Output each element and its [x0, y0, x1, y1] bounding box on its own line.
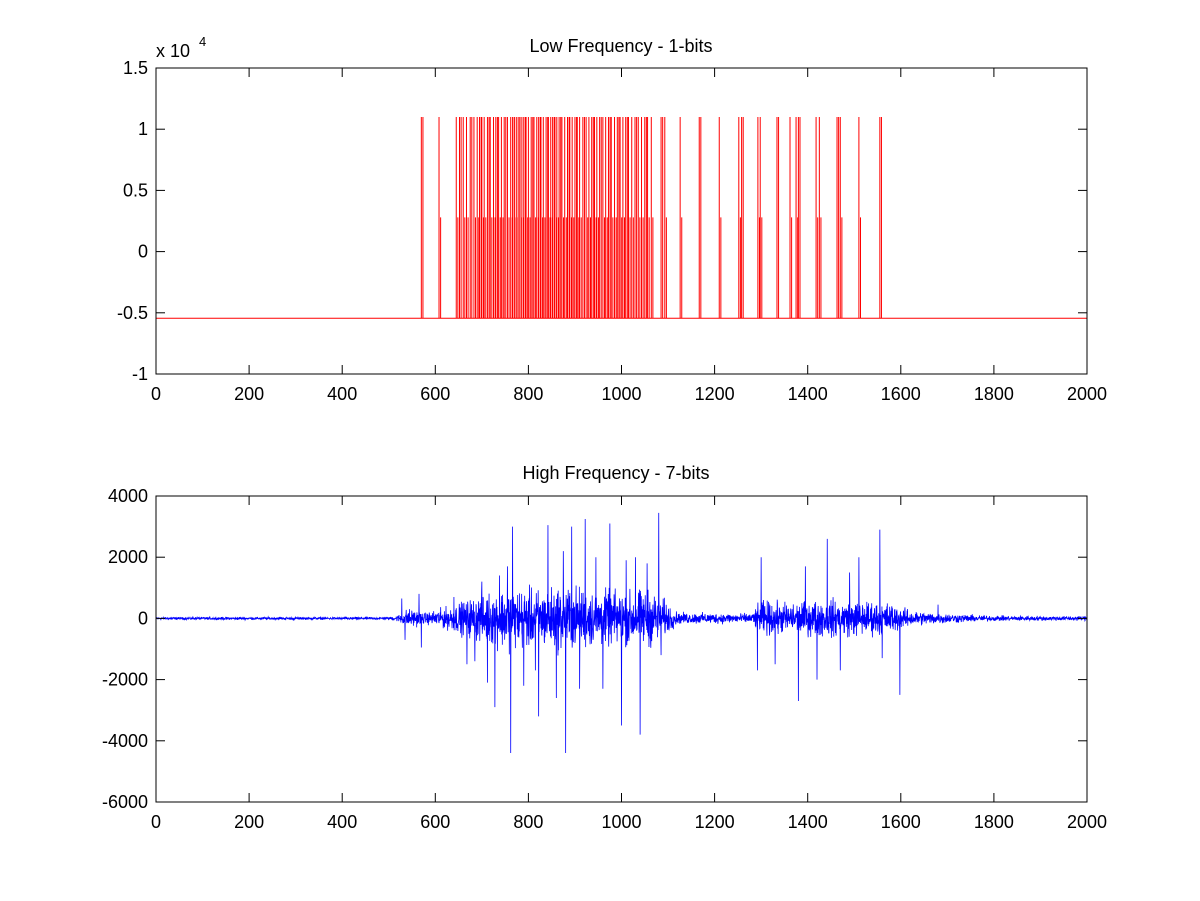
high-frequency-y-tick-label: -6000: [102, 792, 148, 812]
low-frequency-y-tick-label: -1: [132, 364, 148, 384]
low-frequency-title: Low Frequency - 1-bits: [529, 36, 712, 56]
high-frequency-series: [155, 512, 1088, 754]
high-frequency-waveform: [155, 512, 1088, 754]
low-frequency-plot: 0 200 400 600 800 1000 1200 1400 1600 1800 2000 -1 -…: [117, 34, 1107, 404]
low-frequency-x-tick-label: 1400: [788, 384, 828, 404]
low-frequency-y-tick-label: -0.5: [117, 303, 148, 323]
high-frequency-ticks: 0 200 400 600 800 1000 1200 1400 1600 1800 2000 -60…: [102, 486, 1107, 832]
high-frequency-x-tick-label: 1000: [601, 812, 641, 832]
low-frequency-x-tick-label: 1200: [695, 384, 735, 404]
low-frequency-x-tick-label: 1800: [974, 384, 1014, 404]
high-frequency-y-tick-label: 0: [138, 608, 148, 628]
low-frequency-y-tick-label: 1: [138, 119, 148, 139]
low-frequency-x-tick-label: 1000: [601, 384, 641, 404]
low-frequency-x-tick-label: 400: [327, 384, 357, 404]
high-frequency-y-tick-label: -4000: [102, 731, 148, 751]
high-frequency-x-tick-label: 2000: [1067, 812, 1107, 832]
low-frequency-y-tick-label: 0: [138, 242, 148, 262]
high-frequency-x-tick-label: 800: [513, 812, 543, 832]
high-frequency-x-tick-label: 1600: [881, 812, 921, 832]
high-frequency-x-tick-label: 0: [151, 812, 161, 832]
low-frequency-x-tick-label: 2000: [1067, 384, 1107, 404]
low-frequency-ticks: 0 200 400 600 800 1000 1200 1400 1600 1800 2000 -1 -…: [117, 58, 1107, 404]
low-frequency-x-tick-label: 200: [234, 384, 264, 404]
high-frequency-title: High Frequency - 7-bits: [522, 463, 709, 483]
high-frequency-x-tick-label: 1800: [974, 812, 1014, 832]
low-frequency-x-tick-label: 600: [420, 384, 450, 404]
low-frequency-x-tick-label: 0: [151, 384, 161, 404]
high-frequency-x-tick-label: 400: [327, 812, 357, 832]
high-frequency-y-tick-label: -2000: [102, 670, 148, 690]
high-frequency-y-tick-label: 2000: [108, 547, 148, 567]
high-frequency-x-tick-label: 1200: [695, 812, 735, 832]
high-frequency-x-tick-label: 600: [420, 812, 450, 832]
low-frequency-x-tick-label: 800: [513, 384, 543, 404]
low-frequency-pulses: [420, 116, 882, 319]
low-frequency-series: [156, 116, 1087, 319]
high-frequency-plot: 0 200 400 600 800 1000 1200 1400 1600 1800 2000 -60…: [102, 463, 1107, 832]
high-frequency-x-tick-label: 200: [234, 812, 264, 832]
high-frequency-x-tick-label: 1400: [788, 812, 828, 832]
low-frequency-y-tick-label: 0.5: [123, 180, 148, 200]
high-frequency-y-tick-label: 4000: [108, 486, 148, 506]
low-frequency-y-exponent-power: 4: [199, 34, 206, 49]
low-frequency-y-exponent-label: x 10: [156, 41, 190, 61]
low-frequency-x-tick-label: 1600: [881, 384, 921, 404]
low-frequency-y-tick-label: 1.5: [123, 58, 148, 78]
